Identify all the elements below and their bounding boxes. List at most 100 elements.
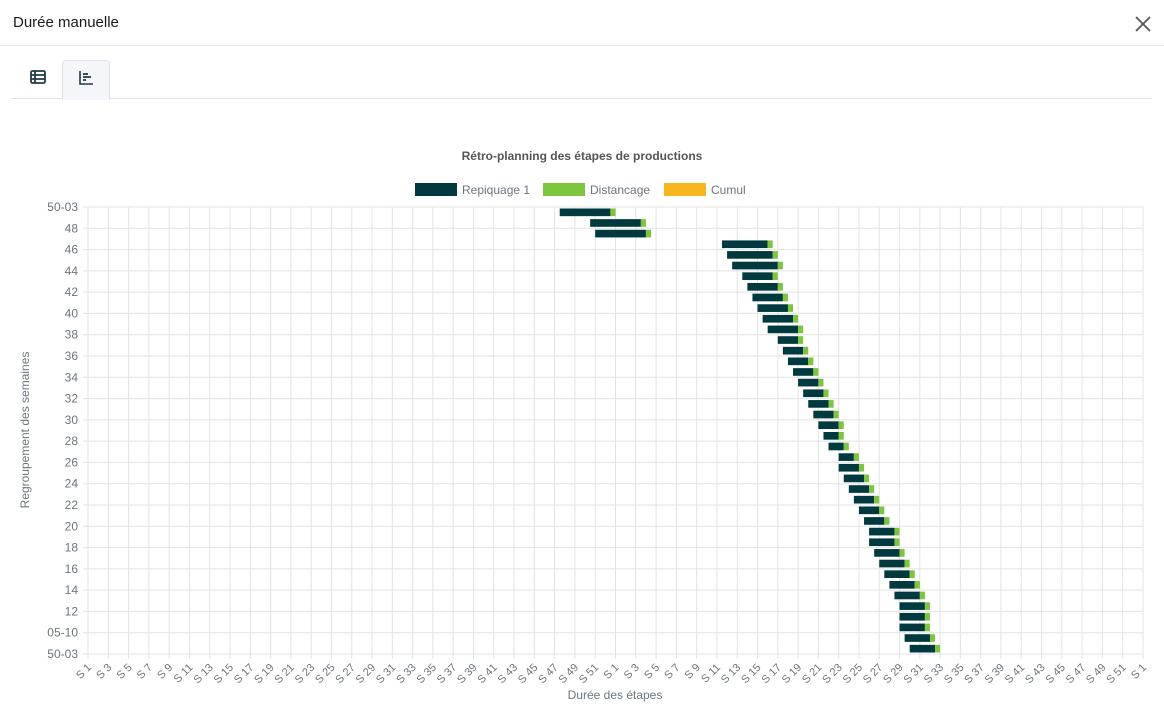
x-tick-label: S 17 — [759, 662, 783, 686]
bar-distancage — [640, 219, 646, 227]
bar-repiquage — [899, 612, 925, 621]
view-tabs — [12, 60, 1152, 100]
bar-chart-icon — [78, 70, 94, 90]
bar-distancage — [772, 272, 778, 281]
bar-repiquage — [884, 570, 910, 579]
x-tick-label: S 27 — [861, 662, 885, 686]
bar-distancage — [894, 538, 900, 547]
x-tick-label: S 27 — [333, 662, 357, 686]
bar-repiquage — [843, 474, 865, 483]
y-tick-label: 46 — [65, 243, 79, 257]
bar-distancage — [610, 208, 616, 217]
bar-repiquage — [869, 538, 895, 547]
y-tick-label: 05-10 — [47, 626, 78, 640]
bar-distancage — [823, 389, 829, 398]
bar-distancage — [772, 251, 778, 259]
x-tick-label: S 15 — [739, 662, 763, 686]
y-tick-label: 48 — [65, 221, 79, 235]
x-tick-label: S 5 — [115, 662, 135, 682]
y-tick-label: 32 — [65, 392, 79, 406]
x-tick-label: S 21 — [800, 662, 824, 686]
y-tick-label: 26 — [65, 455, 79, 469]
x-tick-label: S 7 — [135, 662, 155, 682]
bar-distancage — [793, 314, 799, 323]
x-axis-label: Durée des étapes — [568, 688, 663, 702]
x-tick-label: S 1 — [601, 662, 621, 682]
bar-distancage — [808, 357, 814, 366]
bar-repiquage — [793, 368, 814, 376]
close-icon[interactable] — [1131, 12, 1155, 36]
bar-repiquage — [787, 357, 809, 366]
bar-repiquage — [899, 623, 925, 632]
modal-header: Durée manuelle — [0, 0, 1164, 46]
x-tick-label: S 51 — [577, 662, 601, 686]
x-tick-label: S 31 — [374, 662, 398, 686]
tab-table-view[interactable] — [14, 60, 62, 99]
bar-distancage — [787, 304, 794, 312]
x-tick-label: S 23 — [820, 662, 844, 686]
bar-repiquage — [853, 495, 875, 504]
bar-repiquage — [848, 485, 870, 493]
bar-repiquage — [747, 282, 778, 291]
bar-distancage — [884, 517, 890, 525]
y-tick-label: 22 — [65, 498, 79, 512]
bar-distancage — [935, 644, 941, 653]
x-tick-label: S 37 — [435, 662, 459, 686]
legend-swatch — [543, 183, 585, 196]
chart-grid — [83, 206, 1144, 659]
y-tick-label: 38 — [65, 328, 79, 342]
bar-distancage — [782, 293, 788, 302]
bar-repiquage — [762, 314, 794, 323]
x-tick-label: S 5 — [642, 662, 662, 682]
y-tick-label: 14 — [65, 583, 79, 597]
bar-repiquage — [777, 336, 799, 344]
bar-distancage — [879, 506, 885, 515]
bar-distancage — [924, 612, 930, 621]
bar-repiquage — [838, 453, 854, 461]
legend-label: Repiquage 1 — [462, 183, 530, 197]
chart-title: Rétro-planning des étapes de productions — [462, 149, 703, 163]
x-tick-label: S 19 — [780, 662, 804, 686]
bar-distancage — [869, 485, 875, 493]
y-tick-label: 12 — [65, 604, 79, 618]
bar-distancage — [767, 240, 773, 249]
x-tick-label: S 3 — [622, 662, 642, 682]
y-tick-label: 50-03 — [47, 647, 78, 661]
bar-distancage — [924, 623, 930, 632]
y-tick-label: 30 — [65, 413, 79, 427]
x-tick-label: S 47 — [1064, 662, 1088, 686]
bar-repiquage — [823, 431, 839, 440]
x-tick-label: S 19 — [252, 662, 276, 686]
bar-repiquage — [808, 400, 829, 408]
x-tick-label: S 47 — [536, 662, 560, 686]
tab-chart-view[interactable] — [62, 60, 110, 100]
x-tick-label: S 33 — [922, 662, 946, 686]
bar-repiquage — [767, 325, 799, 334]
x-tick-label: S 39 — [983, 662, 1007, 686]
y-tick-label: 24 — [65, 477, 79, 491]
y-tick-label: 16 — [65, 562, 79, 576]
y-tick-label: 28 — [65, 434, 79, 448]
legend-swatch — [664, 183, 706, 196]
bar-distancage — [798, 336, 804, 344]
bar-distancage — [833, 410, 839, 419]
modal-title: Durée manuelle — [13, 14, 119, 31]
bar-distancage — [929, 634, 936, 642]
x-tick-label: S 23 — [293, 662, 317, 686]
bar-repiquage — [559, 208, 611, 217]
bar-distancage — [914, 580, 920, 589]
legend-label: Distancage — [590, 183, 650, 197]
bar-repiquage — [798, 378, 819, 387]
bar-distancage — [924, 602, 930, 610]
y-axis-ticks: 50-03 48 46 44 42 40 38 36 34 32 30 28 26 24 22 20 18 16 1… — [47, 200, 78, 661]
bar-distancage — [853, 453, 859, 461]
x-tick-label: S 13 — [719, 662, 743, 686]
bar-distancage — [838, 431, 844, 440]
bar-distancage — [645, 229, 652, 238]
bar-repiquage — [595, 229, 646, 238]
bar-repiquage — [757, 304, 788, 312]
legend-swatch — [415, 183, 457, 196]
x-tick-label: S 41 — [1003, 662, 1027, 686]
x-tick-label: S 43 — [496, 662, 520, 686]
bar-distancage — [798, 325, 804, 334]
